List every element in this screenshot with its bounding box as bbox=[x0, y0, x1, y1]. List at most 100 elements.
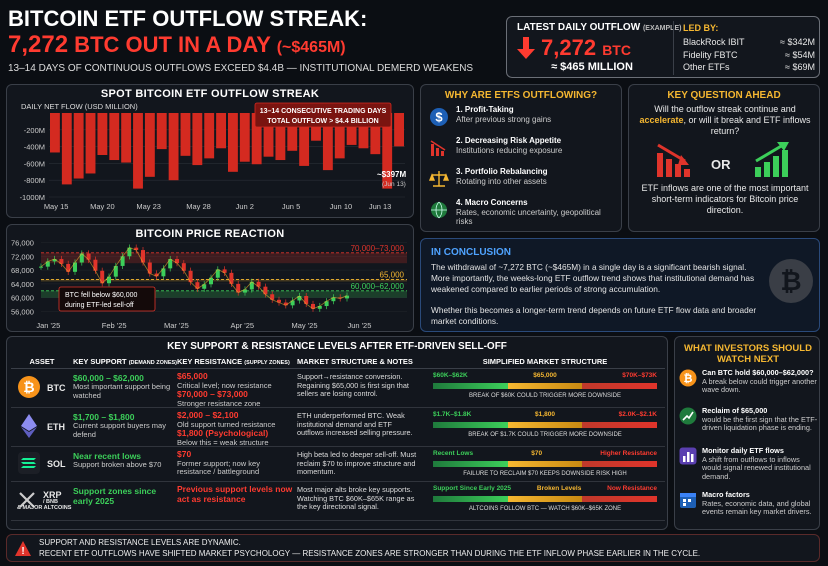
candle-body bbox=[147, 262, 152, 274]
structure-notes: Most major alts broke key supports. Watc… bbox=[297, 485, 415, 512]
asset-name: SOL bbox=[47, 459, 66, 469]
resistance-zone-bar bbox=[582, 422, 658, 428]
outflow-bar bbox=[275, 113, 286, 161]
price-zone bbox=[41, 252, 407, 264]
candle-body bbox=[141, 250, 145, 263]
structure-labels: Support Since Early 2025 Broken Levels Now… bbox=[433, 485, 657, 494]
support-cell: $60,000 – $62,000 Most important support … bbox=[73, 369, 177, 407]
why-title: WHY ARE ETFS OUTFLOWING? bbox=[444, 90, 598, 101]
col-simplified: SIMPLIFIED MARKET STRUCTURE bbox=[482, 356, 608, 366]
structure-bar bbox=[433, 461, 658, 467]
col-structure: MARKET STRUCTURE & NOTES bbox=[297, 356, 413, 366]
candle-body bbox=[256, 281, 261, 287]
last-date-label: (Jun 13) bbox=[382, 181, 406, 188]
y-tick-label: 72,000 bbox=[11, 252, 34, 261]
candle-body bbox=[304, 296, 309, 304]
structure-label-pivot: Broken Levels bbox=[536, 485, 582, 492]
asset-ticker: BTC bbox=[47, 382, 66, 393]
structure-label-support: $1.7K–$1.8K bbox=[433, 411, 472, 418]
latest-outflow-box: LATEST DAILY OUTFLOW (EXAMPLE) 7,272 BTC… bbox=[506, 16, 820, 78]
structure-labels: Recent Lows $70 Higher Resistance bbox=[433, 450, 657, 459]
asset-name: ETH bbox=[47, 422, 65, 432]
watch-item: Monitor daily ETF flows A shift from outf… bbox=[679, 446, 819, 491]
pivot-zone-bar bbox=[507, 422, 583, 428]
why-item-desc: Institutions reducing exposure bbox=[456, 145, 563, 155]
outflow-chart-panel: SPOT BITCOIN ETF OUTFLOW STREAK DAILY NE… bbox=[6, 84, 414, 218]
x-tick-label: Jan '25 bbox=[36, 321, 60, 330]
watch-item-title: Can BTC hold $60,000–$62,000? bbox=[702, 368, 814, 377]
structure-labels: $60K–$62K $65,000 $70K–$73K bbox=[433, 372, 657, 381]
col-resistance: KEY RESISTANCE (SUPPLY ZONES) bbox=[177, 357, 297, 366]
candle-body bbox=[113, 265, 118, 277]
support-cell: Near recent lows Support broken above $70 bbox=[73, 447, 177, 481]
xrp-icon bbox=[17, 490, 37, 513]
structure-bar bbox=[433, 422, 658, 428]
outflow-bar bbox=[180, 113, 191, 156]
watch-item-text: Macro factors Rates, economic data, and g… bbox=[702, 490, 819, 531]
simplified-structure: $1.7K–$1.8K $1,800 $2.0K–$2.1K BREAK OF $1.… bbox=[425, 408, 665, 446]
candle-body bbox=[263, 286, 268, 295]
led-by-list: BlackRock IBIT ≈ $342M Fidelity FBTC ≈ $54… bbox=[683, 36, 815, 74]
candle-body bbox=[331, 297, 336, 302]
price-zone bbox=[41, 279, 407, 282]
candle-body bbox=[127, 247, 132, 257]
resistance-value: $2,000 – $2,100 bbox=[177, 410, 239, 420]
zone-label: 60,000–62,000 bbox=[351, 282, 405, 291]
headline-usd-amount: (~$465M) bbox=[276, 39, 346, 56]
candle-body bbox=[66, 263, 71, 272]
watch-item-title: Reclaim of $65,000 bbox=[702, 406, 768, 415]
outflow-bar bbox=[346, 113, 357, 145]
conclusion-title: IN CONCLUSION bbox=[431, 247, 511, 258]
watch-item-text: Monitor daily ETF flows A shift from outf… bbox=[702, 446, 819, 491]
y-tick-label: 60,000 bbox=[11, 294, 34, 303]
outflow-bar bbox=[73, 113, 84, 179]
page-title-line2: 7,272 BTC OUT IN A DAY (~$465M) bbox=[8, 32, 498, 61]
bitcoin-icon: ₿ bbox=[17, 375, 41, 402]
uptrend-bars-icon bbox=[753, 141, 793, 182]
structure-label-resistance: Higher Resistance bbox=[600, 450, 657, 457]
col-asset: ASSET bbox=[29, 356, 55, 366]
candle-body bbox=[290, 300, 295, 306]
y-tick-label: -400M bbox=[24, 143, 45, 152]
resistance-value-2: $1,800 (Psychological) bbox=[177, 428, 269, 439]
support-zone-bar bbox=[433, 422, 508, 428]
why-item-text: 3. Portfolio Rebalancing Rotating into ot… bbox=[456, 167, 548, 195]
resistance-zone-bar bbox=[582, 461, 658, 467]
support-desc: Current support buyers may defend bbox=[73, 421, 166, 439]
support-value: $60,000 – $62,000 bbox=[73, 373, 144, 383]
outflow-chart-title: SPOT BITCOIN ETF OUTFLOW STREAK bbox=[100, 88, 320, 100]
key-question-panel: KEY QUESTION AHEAD Will the outflow stre… bbox=[628, 84, 820, 232]
y-tick-label: 76,000 bbox=[11, 238, 34, 247]
x-tick-label: May '25 bbox=[292, 321, 318, 330]
candle-body bbox=[338, 297, 343, 299]
structure-label-pivot: $1,800 bbox=[535, 411, 555, 418]
watch-list: ₿ Can BTC hold $60,000–$62,000? A break be… bbox=[679, 368, 819, 531]
support-zone-bar bbox=[433, 461, 508, 467]
x-tick-label: Jun 5 bbox=[282, 202, 300, 211]
candle-body bbox=[39, 266, 43, 268]
footer-line1: SUPPORT AND RESISTANCE LEVELS ARE DYNAMI… bbox=[39, 538, 241, 547]
candle-body bbox=[59, 259, 64, 264]
asset-ticker: XRP bbox=[43, 489, 62, 500]
levels-header-row: ASSET KEY SUPPORT (DEMAND ZONES) KEY RESIS… bbox=[11, 354, 665, 369]
headline-btc-text: BTC OUT IN A DAY bbox=[68, 32, 271, 57]
asset-cell: ₿ BTC bbox=[11, 369, 73, 407]
support-cell: Support zones since early 2025 bbox=[73, 482, 177, 520]
support-cell: $1,700 – $1,800 Current support buyers ma… bbox=[73, 408, 177, 446]
candle-body bbox=[215, 269, 220, 278]
structure-notes: Support→resistance conversion. Regaining… bbox=[297, 372, 409, 399]
why-item: 3. Portfolio Rebalancing Rotating into ot… bbox=[428, 167, 619, 195]
conclusion-panel: IN CONCLUSION The withdrawal of ~7,272 B… bbox=[420, 238, 820, 332]
support-zone-bar bbox=[433, 383, 508, 389]
annotation-line: TOTAL OUTFLOW > $4.4 BILLION bbox=[267, 118, 378, 125]
y-tick-label: -800M bbox=[24, 176, 45, 185]
key-question-title: KEY QUESTION AHEAD bbox=[667, 90, 781, 101]
bitcoin-icon: ₿ bbox=[679, 369, 697, 407]
levels-row: ₿ BTC $60,000 – $62,000 Most important supp… bbox=[11, 369, 665, 408]
structure-label-resistance: $70K–$73K bbox=[622, 372, 657, 379]
support-value: Near recent lows bbox=[73, 451, 142, 461]
levels-table: ASSET KEY SUPPORT (DEMAND ZONES) KEY RESIS… bbox=[11, 354, 665, 521]
structure-label-support: Support Since Early 2025 bbox=[433, 485, 512, 492]
headline-btc-amount: 7,272 bbox=[8, 31, 69, 58]
svg-text:₿: ₿ bbox=[23, 379, 34, 395]
